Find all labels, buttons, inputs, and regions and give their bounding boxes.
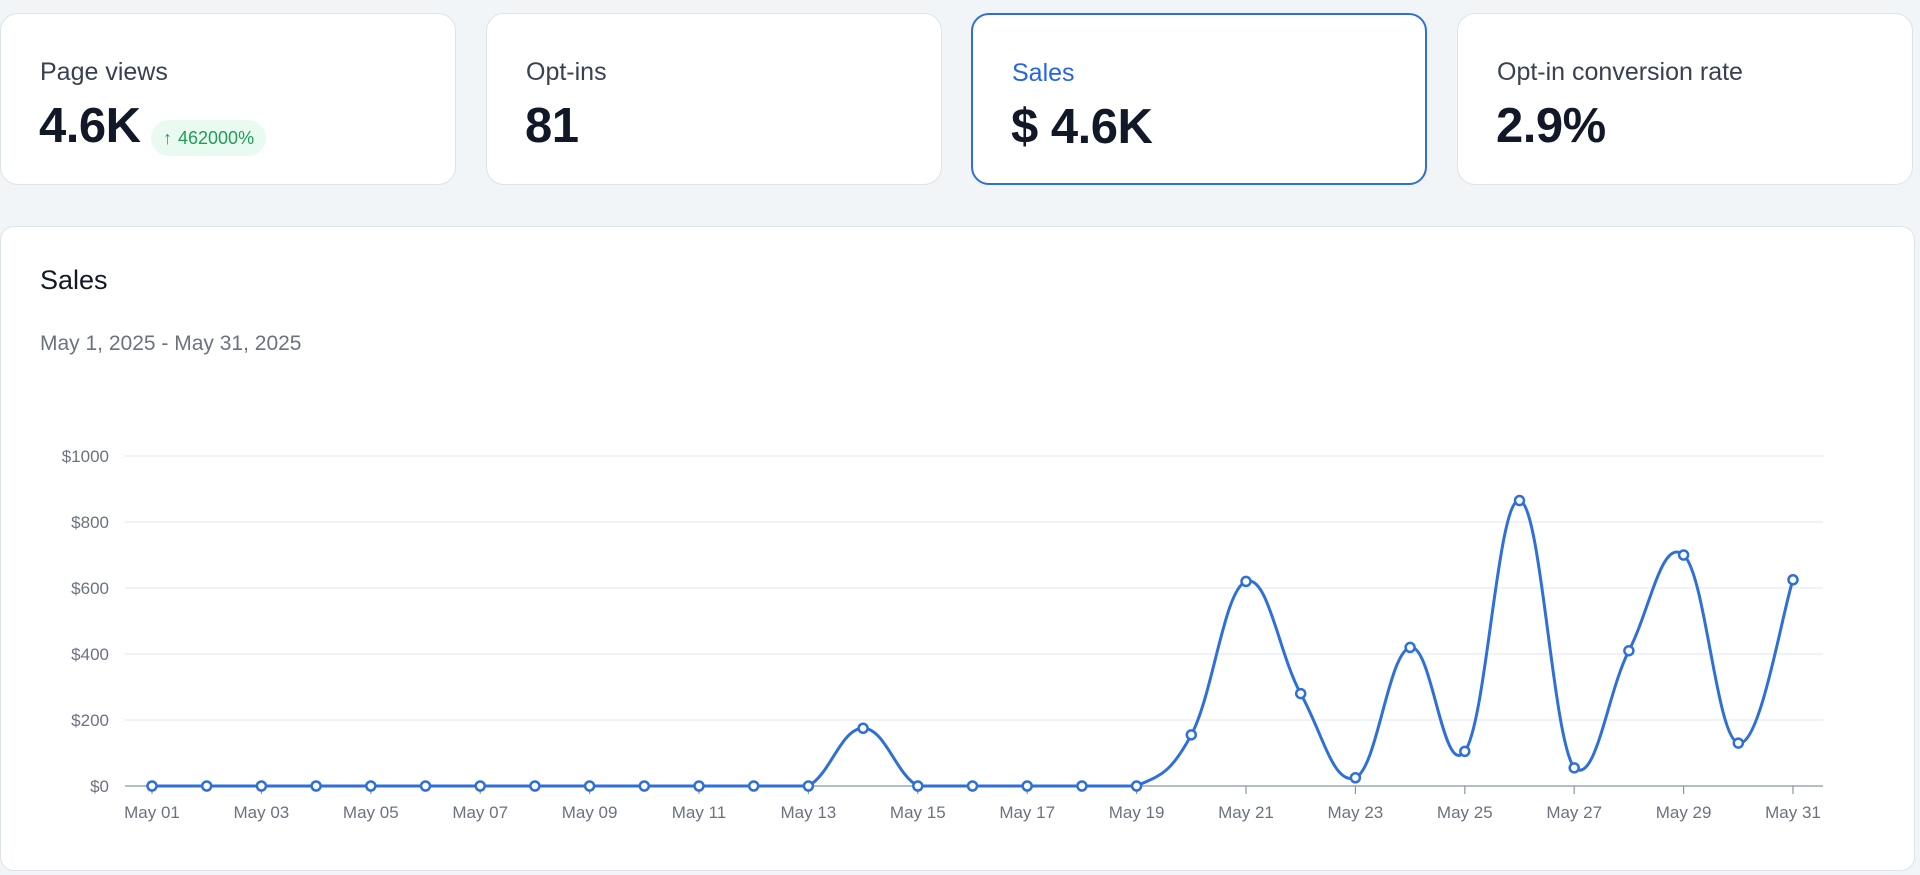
card-value: $ 4.6K [1011, 100, 1153, 154]
data-point [802, 780, 815, 792]
data-point [1130, 780, 1143, 792]
card-label: Page views [40, 58, 168, 86]
data-point [638, 780, 651, 792]
card-label: Opt-in conversion rate [1497, 58, 1743, 86]
series-line [151, 499, 1795, 788]
data-point [255, 780, 268, 792]
card-label: Opt-ins [526, 58, 607, 86]
badge-text: 462000% [178, 127, 255, 148]
x-tick-label: May 01 [124, 803, 180, 822]
data-point [529, 780, 541, 792]
sales-line-chart: $0 $200 $400 $600 $800 $1000 May 01 May 03 May 0… [62, 447, 1823, 822]
data-point [693, 780, 705, 792]
y-tick-label: $1000 [62, 447, 109, 466]
panel-title: Sales [40, 265, 108, 295]
summary-cards: Page views 4.6K ↑ 462000% Opt-ins 81 Sal… [0, 13, 1920, 187]
data-point [1021, 780, 1033, 792]
data-point [857, 722, 869, 734]
card-value: 81 [525, 99, 579, 153]
x-tick-label: May 13 [781, 803, 837, 822]
x-tick-label: May 29 [1656, 803, 1712, 822]
x-tick-label: May 11 [672, 803, 727, 822]
data-point [966, 780, 979, 792]
data-point [1623, 644, 1635, 657]
data-point [200, 780, 213, 792]
x-tick-label: May 17 [999, 803, 1055, 822]
data-point [1787, 574, 1799, 586]
x-tick-label: May 15 [890, 803, 946, 822]
card-label: Sales [1012, 59, 1075, 87]
x-tick-label: May 03 [234, 803, 290, 822]
data-point [912, 780, 924, 792]
x-tick-label: May 09 [562, 803, 618, 822]
arrow-up-icon: ↑ [163, 127, 172, 148]
card-value: 2.9% [1496, 99, 1606, 153]
data-point [1404, 641, 1416, 654]
card-value: 4.6K [39, 99, 141, 153]
data-point [1349, 772, 1362, 784]
data-point [1677, 549, 1690, 561]
x-tick-label: May 07 [452, 803, 508, 822]
y-tick-label: $800 [71, 513, 109, 532]
data-point [1732, 737, 1745, 749]
y-tick-label: $200 [71, 711, 109, 730]
y-tick-label: $600 [71, 579, 109, 598]
x-tick-label: May 21 [1218, 803, 1274, 822]
x-tick-label: May 23 [1328, 803, 1384, 822]
data-point [1076, 780, 1088, 792]
data-point [1294, 687, 1307, 700]
x-tick-label: May 27 [1546, 803, 1602, 822]
data-point [419, 780, 432, 792]
y-tick-label: $0 [90, 777, 109, 796]
card-opt-in-conversion-rate[interactable]: Opt-in conversion rate 2.9% [1457, 13, 1913, 185]
card-sales[interactable]: Sales $ 4.6K [971, 13, 1427, 185]
data-point [747, 780, 760, 792]
data-point [1513, 494, 1526, 507]
x-tick-label: May 25 [1437, 803, 1493, 822]
card-page-views[interactable]: Page views 4.6K ↑ 462000% [0, 13, 456, 185]
data-point [1240, 575, 1252, 588]
card-opt-ins[interactable]: Opt-ins 81 [486, 13, 942, 185]
data-point [1459, 745, 1471, 758]
x-tick-label: May 05 [343, 803, 399, 822]
data-point [583, 780, 596, 792]
data-point [474, 780, 486, 792]
x-tick-label: May 19 [1109, 803, 1165, 822]
date-range: May 1, 2025 - May 31, 2025 [40, 332, 302, 355]
data-point [1568, 762, 1580, 774]
growth-badge: ↑ 462000% [151, 120, 267, 156]
y-tick-label: $400 [71, 645, 109, 664]
data-point [310, 780, 322, 792]
x-tick-label: May 31 [1765, 803, 1821, 822]
data-point [146, 780, 158, 792]
data-point [365, 780, 377, 792]
sales-chart-panel: Sales May 1, 2025 - May 31, 2025 $0 $200 $… [0, 226, 1915, 871]
data-point [1185, 729, 1198, 741]
